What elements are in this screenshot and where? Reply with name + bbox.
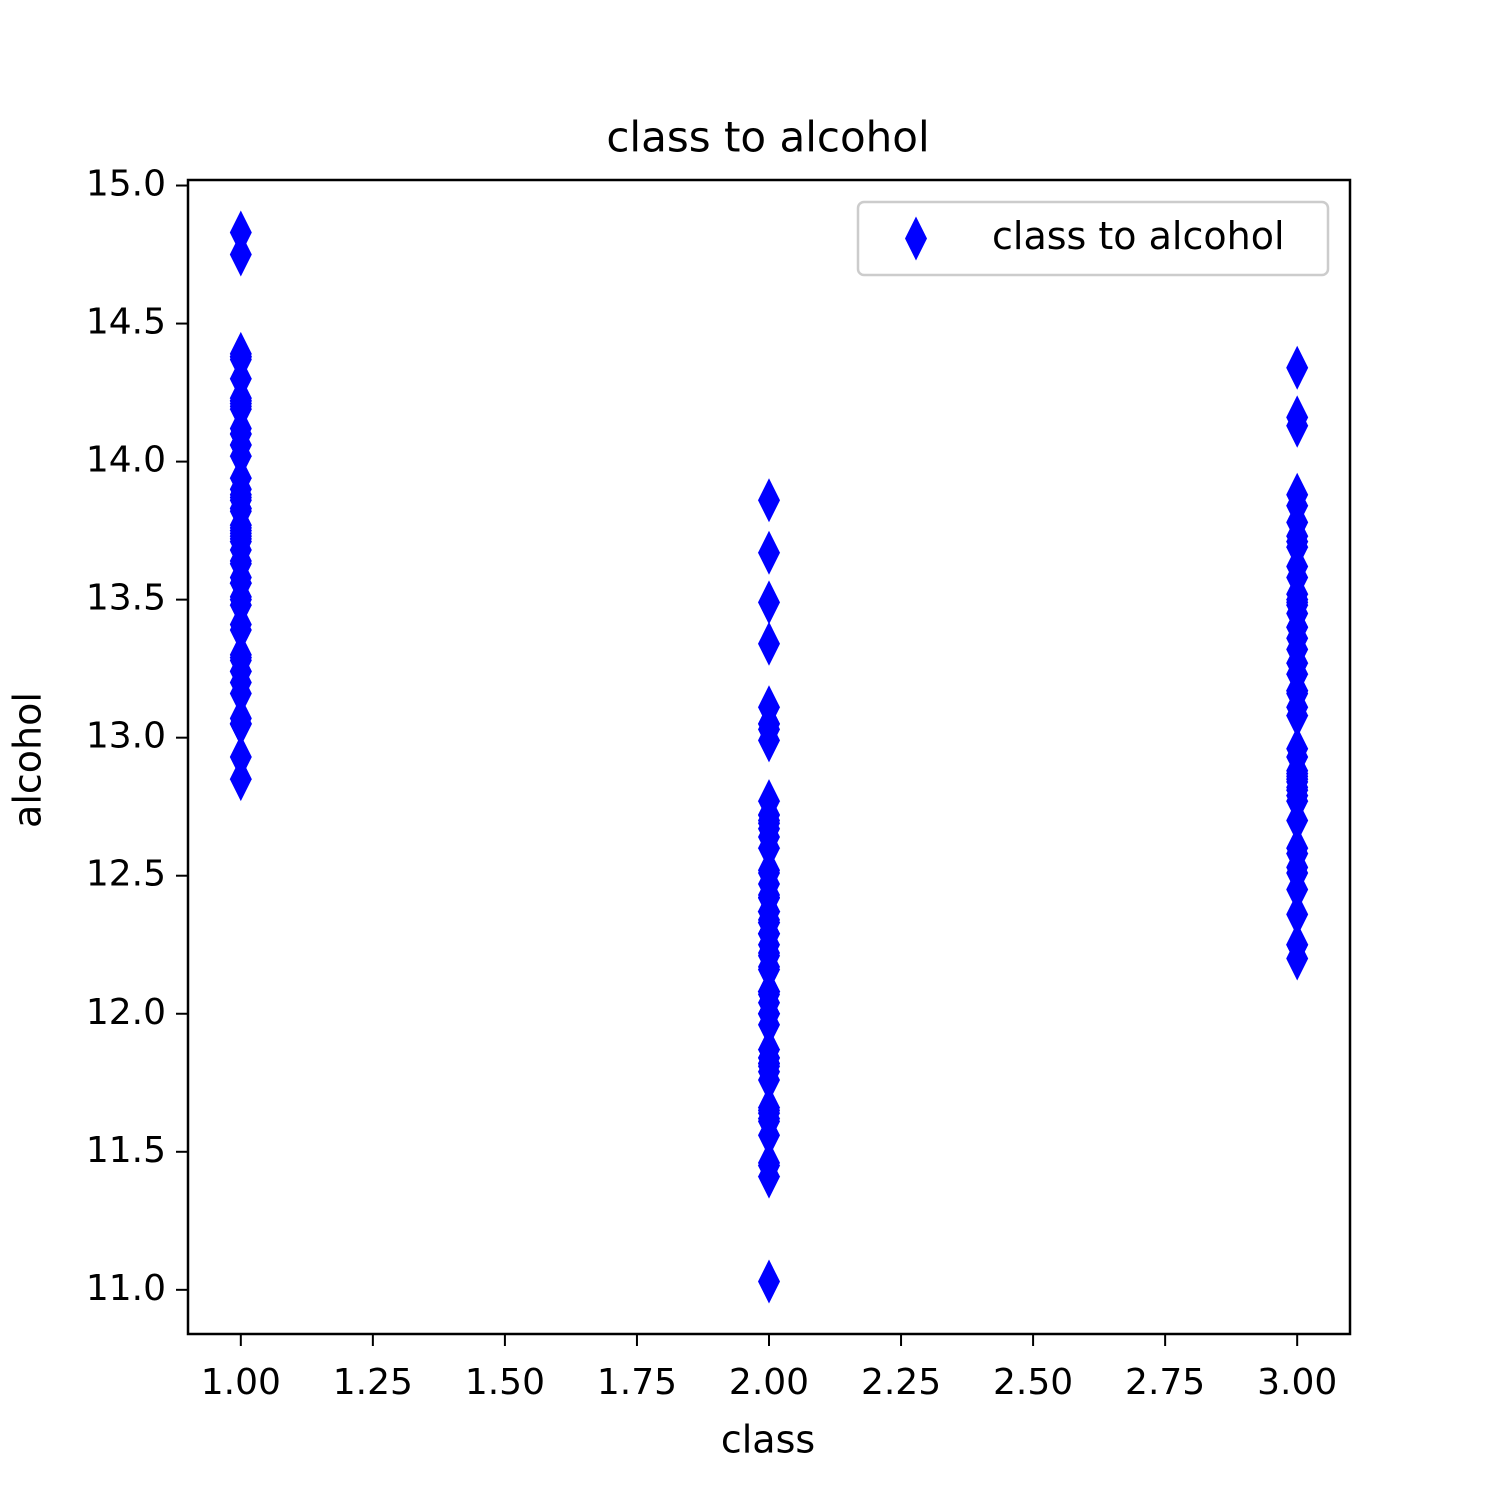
point (758, 1143, 780, 1188)
point (1286, 668, 1309, 713)
legend: class to alcohol (856, 200, 1330, 277)
y-axis-label: alcohol (6, 692, 50, 828)
x-axis-label: class (721, 1418, 815, 1462)
point (1286, 892, 1309, 937)
legend-marker (905, 216, 927, 261)
point (229, 232, 252, 277)
point (229, 356, 252, 401)
point (758, 580, 780, 625)
x-tick-label: 2.00 (729, 1362, 809, 1403)
point (1286, 726, 1309, 771)
y-tick-label: 15.0 (86, 164, 166, 205)
y-tick-label: 12.5 (86, 854, 166, 895)
point (229, 378, 252, 423)
point (229, 635, 252, 680)
x-tick-label: 2.50 (993, 1362, 1073, 1403)
point (1286, 936, 1309, 981)
point (229, 210, 252, 255)
x-tick-label: 1.25 (333, 1362, 413, 1403)
y-tick-label: 14.5 (86, 302, 166, 343)
point (758, 889, 780, 934)
point (229, 602, 252, 647)
point (229, 334, 252, 379)
chart-title: class to alcohol (606, 113, 929, 162)
y-tick-label: 11.5 (86, 1130, 166, 1171)
point (1286, 605, 1309, 650)
point (758, 826, 780, 871)
point (1286, 867, 1309, 912)
legend-label: class to alcohol (992, 214, 1285, 258)
point (758, 1259, 780, 1304)
y-tick-label: 13.5 (86, 578, 166, 619)
point (758, 1113, 780, 1158)
point (229, 456, 252, 501)
x-tick-label: 1.50 (465, 1362, 545, 1403)
point (229, 671, 252, 716)
point (758, 1049, 780, 1094)
point (229, 701, 252, 746)
x-tick-label: 1.00 (201, 1362, 281, 1403)
y-tick-label: 12.0 (86, 992, 166, 1033)
point (229, 561, 252, 606)
point (229, 516, 252, 561)
point (758, 980, 780, 1025)
point (1286, 831, 1309, 876)
point (758, 1027, 780, 1072)
point (229, 735, 252, 779)
point (229, 757, 252, 802)
point (1286, 519, 1309, 564)
x-tick-label: 3.00 (1257, 1362, 1337, 1403)
point (1286, 403, 1309, 448)
x-tick-label: 1.75 (597, 1362, 677, 1403)
x-tick-label: 2.25 (861, 1362, 941, 1403)
plot-area (229, 210, 1309, 1304)
point (229, 434, 252, 479)
point (229, 411, 252, 456)
y-tick-label: 11.0 (86, 1268, 166, 1309)
point (758, 621, 780, 666)
point (1286, 555, 1309, 600)
y-tick-label: 14.0 (86, 440, 166, 481)
y-tick-label: 13.0 (86, 716, 166, 757)
point (758, 701, 780, 746)
point (758, 530, 780, 575)
point (758, 931, 780, 976)
point (758, 478, 780, 523)
legend-box (856, 200, 1330, 277)
point (1286, 641, 1309, 686)
point (758, 848, 780, 893)
point (1286, 345, 1309, 390)
point (758, 779, 780, 824)
x-tick-label: 2.75 (1125, 1362, 1205, 1403)
point (1286, 779, 1309, 824)
